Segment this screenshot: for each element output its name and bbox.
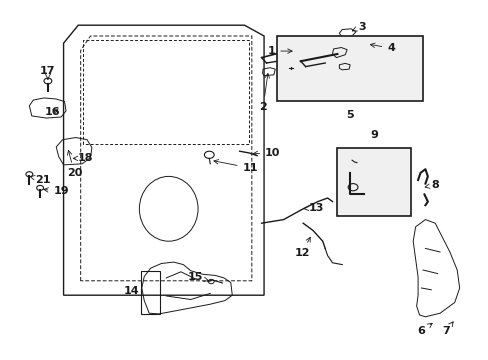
- Text: 6: 6: [417, 323, 431, 336]
- Text: 8: 8: [424, 180, 438, 190]
- Bar: [141, 271, 160, 314]
- Text: 16: 16: [45, 107, 61, 117]
- Text: 4: 4: [369, 43, 394, 53]
- Text: 17: 17: [40, 66, 56, 76]
- Text: 5: 5: [346, 110, 353, 120]
- Text: 7: 7: [441, 322, 452, 336]
- Bar: [276, 36, 422, 101]
- Text: 21: 21: [30, 175, 51, 185]
- Text: 2: 2: [259, 73, 269, 112]
- Text: 12: 12: [294, 237, 309, 258]
- Text: 10: 10: [253, 148, 280, 158]
- Bar: [337, 148, 410, 216]
- Text: 9: 9: [369, 130, 377, 140]
- Text: 11: 11: [213, 159, 258, 173]
- Text: 1: 1: [267, 46, 291, 56]
- Text: 19: 19: [44, 186, 69, 197]
- Text: 15: 15: [187, 272, 208, 282]
- Text: 14: 14: [123, 286, 139, 296]
- Text: 3: 3: [352, 22, 365, 32]
- Text: 13: 13: [303, 203, 324, 213]
- Text: 20: 20: [66, 150, 82, 178]
- Text: 18: 18: [73, 153, 93, 163]
